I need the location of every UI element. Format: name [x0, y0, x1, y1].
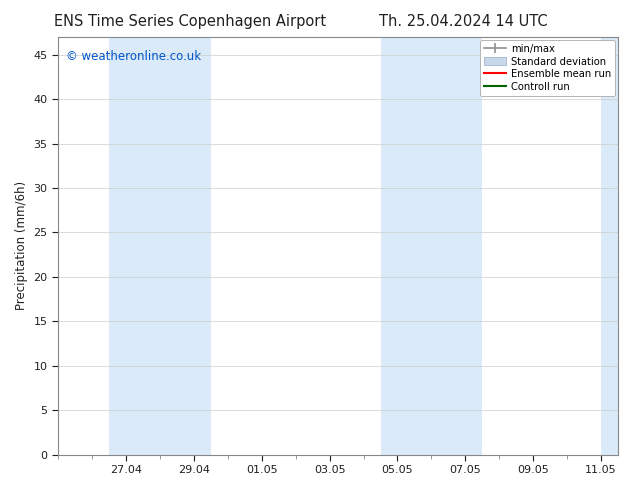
Bar — [601, 37, 618, 455]
Text: ENS Time Series Copenhagen Airport: ENS Time Series Copenhagen Airport — [54, 14, 327, 29]
Y-axis label: Precipitation (mm/6h): Precipitation (mm/6h) — [15, 181, 28, 310]
Bar — [109, 37, 160, 455]
Legend: min/max, Standard deviation, Ensemble mean run, Controll run: min/max, Standard deviation, Ensemble me… — [480, 40, 615, 96]
Text: © weatheronline.co.uk: © weatheronline.co.uk — [67, 49, 202, 63]
Bar — [380, 37, 431, 455]
Bar — [431, 37, 482, 455]
Text: Th. 25.04.2024 14 UTC: Th. 25.04.2024 14 UTC — [378, 14, 547, 29]
Bar — [160, 37, 211, 455]
